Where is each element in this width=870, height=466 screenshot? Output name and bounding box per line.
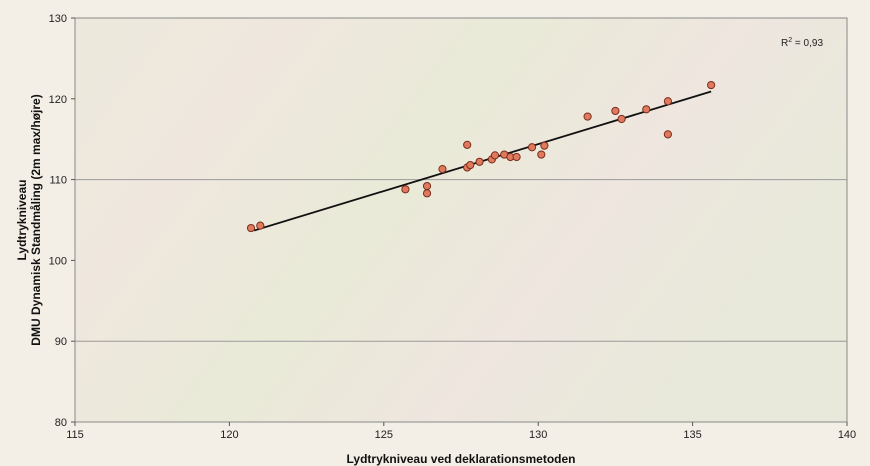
y-tick-label: 100 [49,255,67,267]
r-squared-annotation: R2 = 0,93 [781,37,823,49]
data-point [537,150,546,159]
y-axis-title-line-2: DMU Dynamisk Standmåling (2m max/højre) [29,94,43,345]
data-point [463,140,472,149]
data-point [512,152,521,162]
y-tick-label: 120 [49,94,67,106]
data-point [401,185,410,194]
data-point [422,189,432,198]
y-axis-title: Lydtrykniveau DMU Dynamisk Standmåling (… [15,94,43,345]
data-point [617,114,626,124]
plot-area [74,17,848,423]
y-axis-title-line-1: Lydtrykniveau [15,180,29,261]
gridlines [75,179,847,342]
r-squared-value: = 0,93 [792,38,823,49]
data-point [490,151,500,160]
data-point [707,80,716,90]
y-axis: 80 90 100 110 120 130 [49,13,75,429]
x-tick-label: 130 [529,429,547,441]
data-points [246,80,716,233]
data-point [583,112,592,121]
data-point [256,221,265,230]
x-tick-label: 125 [375,429,393,441]
y-tick-label: 130 [49,13,67,25]
data-point [642,105,651,114]
data-point [422,181,432,191]
data-point [527,143,537,152]
x-tick-label: 115 [66,429,84,441]
data-point [663,130,672,139]
x-axis-title: Lydtrykniveau ved deklarationsmetoden [347,452,576,466]
r-squared-sup: 2 [788,37,792,44]
data-point [540,141,549,150]
data-point [466,160,475,170]
y-tick-label: 110 [49,175,67,187]
data-point [611,106,620,116]
data-point [475,157,484,166]
x-tick-label: 120 [220,429,238,441]
data-point [663,97,672,106]
r-squared-base: R [781,38,788,49]
y-tick-label: 90 [55,336,67,348]
x-tick-label: 135 [683,429,701,441]
data-point [246,223,256,233]
y-tick-label: 80 [55,417,67,429]
x-axis: 115 120 125 130 135 140 [66,422,856,441]
data-point [438,164,447,174]
x-tick-label: 140 [838,429,856,441]
